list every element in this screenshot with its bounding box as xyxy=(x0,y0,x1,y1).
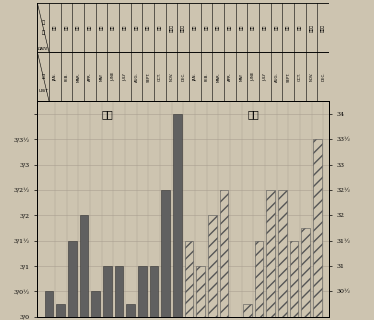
Text: 価: 価 xyxy=(42,30,45,35)
Text: DATE: DATE xyxy=(38,46,49,51)
Bar xyxy=(45,292,53,317)
Bar xyxy=(56,304,65,317)
Text: 大体: 大体 xyxy=(247,109,259,119)
Bar xyxy=(313,139,322,317)
Text: MAR.: MAR. xyxy=(76,72,80,82)
Bar xyxy=(68,241,77,317)
Bar xyxy=(150,266,159,317)
Text: 三月: 三月 xyxy=(76,25,80,30)
Text: 九月: 九月 xyxy=(146,25,150,30)
Text: 九月: 九月 xyxy=(286,25,290,30)
Text: 三月: 三月 xyxy=(216,25,220,30)
Text: MAY: MAY xyxy=(99,73,104,81)
Text: JAN.: JAN. xyxy=(193,73,197,81)
Text: 一月: 一月 xyxy=(53,25,57,30)
Bar xyxy=(266,190,275,317)
Text: 四月: 四月 xyxy=(88,25,92,30)
Text: 十一月: 十一月 xyxy=(169,24,174,32)
Text: UNIT: UNIT xyxy=(38,89,48,93)
Text: 先今: 先今 xyxy=(101,109,113,119)
Text: 四月: 四月 xyxy=(228,25,232,30)
Text: 五月: 五月 xyxy=(99,25,104,30)
Text: JULY: JULY xyxy=(263,73,267,81)
Bar xyxy=(80,215,88,317)
Text: NOV.: NOV. xyxy=(169,72,174,81)
Text: DEC.: DEC. xyxy=(181,72,185,82)
Text: 二月: 二月 xyxy=(65,25,68,30)
Text: 七月: 七月 xyxy=(123,25,127,30)
Text: MAY: MAY xyxy=(240,73,243,81)
Bar xyxy=(126,304,135,317)
Text: JAN.: JAN. xyxy=(53,73,57,81)
Bar xyxy=(162,190,170,317)
Text: APR.: APR. xyxy=(88,72,92,81)
Text: 五月: 五月 xyxy=(240,25,243,30)
Bar xyxy=(196,266,205,317)
Bar xyxy=(115,266,123,317)
Text: 七月: 七月 xyxy=(263,25,267,30)
Text: MAR.: MAR. xyxy=(216,72,220,82)
Text: 十一月: 十一月 xyxy=(310,24,314,32)
Text: OCT.: OCT. xyxy=(298,72,302,81)
Text: FEB.: FEB. xyxy=(205,72,209,81)
Text: 十月: 十月 xyxy=(298,25,302,30)
Text: NOV.: NOV. xyxy=(310,72,314,81)
Text: AUG.: AUG. xyxy=(135,72,139,82)
Text: AUG.: AUG. xyxy=(275,72,279,82)
Bar xyxy=(91,292,100,317)
Bar xyxy=(173,114,182,317)
Text: 六月: 六月 xyxy=(111,25,115,30)
Text: JUNE: JUNE xyxy=(111,72,115,81)
Bar xyxy=(243,304,252,317)
Text: 八月: 八月 xyxy=(275,25,279,30)
Bar xyxy=(208,215,217,317)
Bar xyxy=(220,190,229,317)
Text: 時: 時 xyxy=(42,20,45,25)
Bar xyxy=(138,266,147,317)
Text: JUNE: JUNE xyxy=(251,72,255,81)
Text: 八月: 八月 xyxy=(135,25,139,30)
Text: 十二月: 十二月 xyxy=(181,24,185,32)
Text: DEC.: DEC. xyxy=(321,72,325,82)
Bar xyxy=(278,190,287,317)
Bar xyxy=(103,266,112,317)
Bar xyxy=(290,241,298,317)
Text: SEPT.: SEPT. xyxy=(146,71,150,82)
Text: APR.: APR. xyxy=(228,72,232,81)
Text: 十月: 十月 xyxy=(158,25,162,30)
Text: JULY: JULY xyxy=(123,73,127,81)
Text: 十二月: 十二月 xyxy=(321,24,325,32)
Bar xyxy=(185,241,193,317)
Text: FEB.: FEB. xyxy=(65,72,68,81)
Text: 二月: 二月 xyxy=(205,25,209,30)
Bar xyxy=(301,228,310,317)
Text: OCT.: OCT. xyxy=(158,72,162,81)
Bar xyxy=(255,241,264,317)
Text: SEPT.: SEPT. xyxy=(286,71,290,82)
Text: 單: 單 xyxy=(42,74,45,79)
Text: 一月: 一月 xyxy=(193,25,197,30)
Text: 六月: 六月 xyxy=(251,25,255,30)
